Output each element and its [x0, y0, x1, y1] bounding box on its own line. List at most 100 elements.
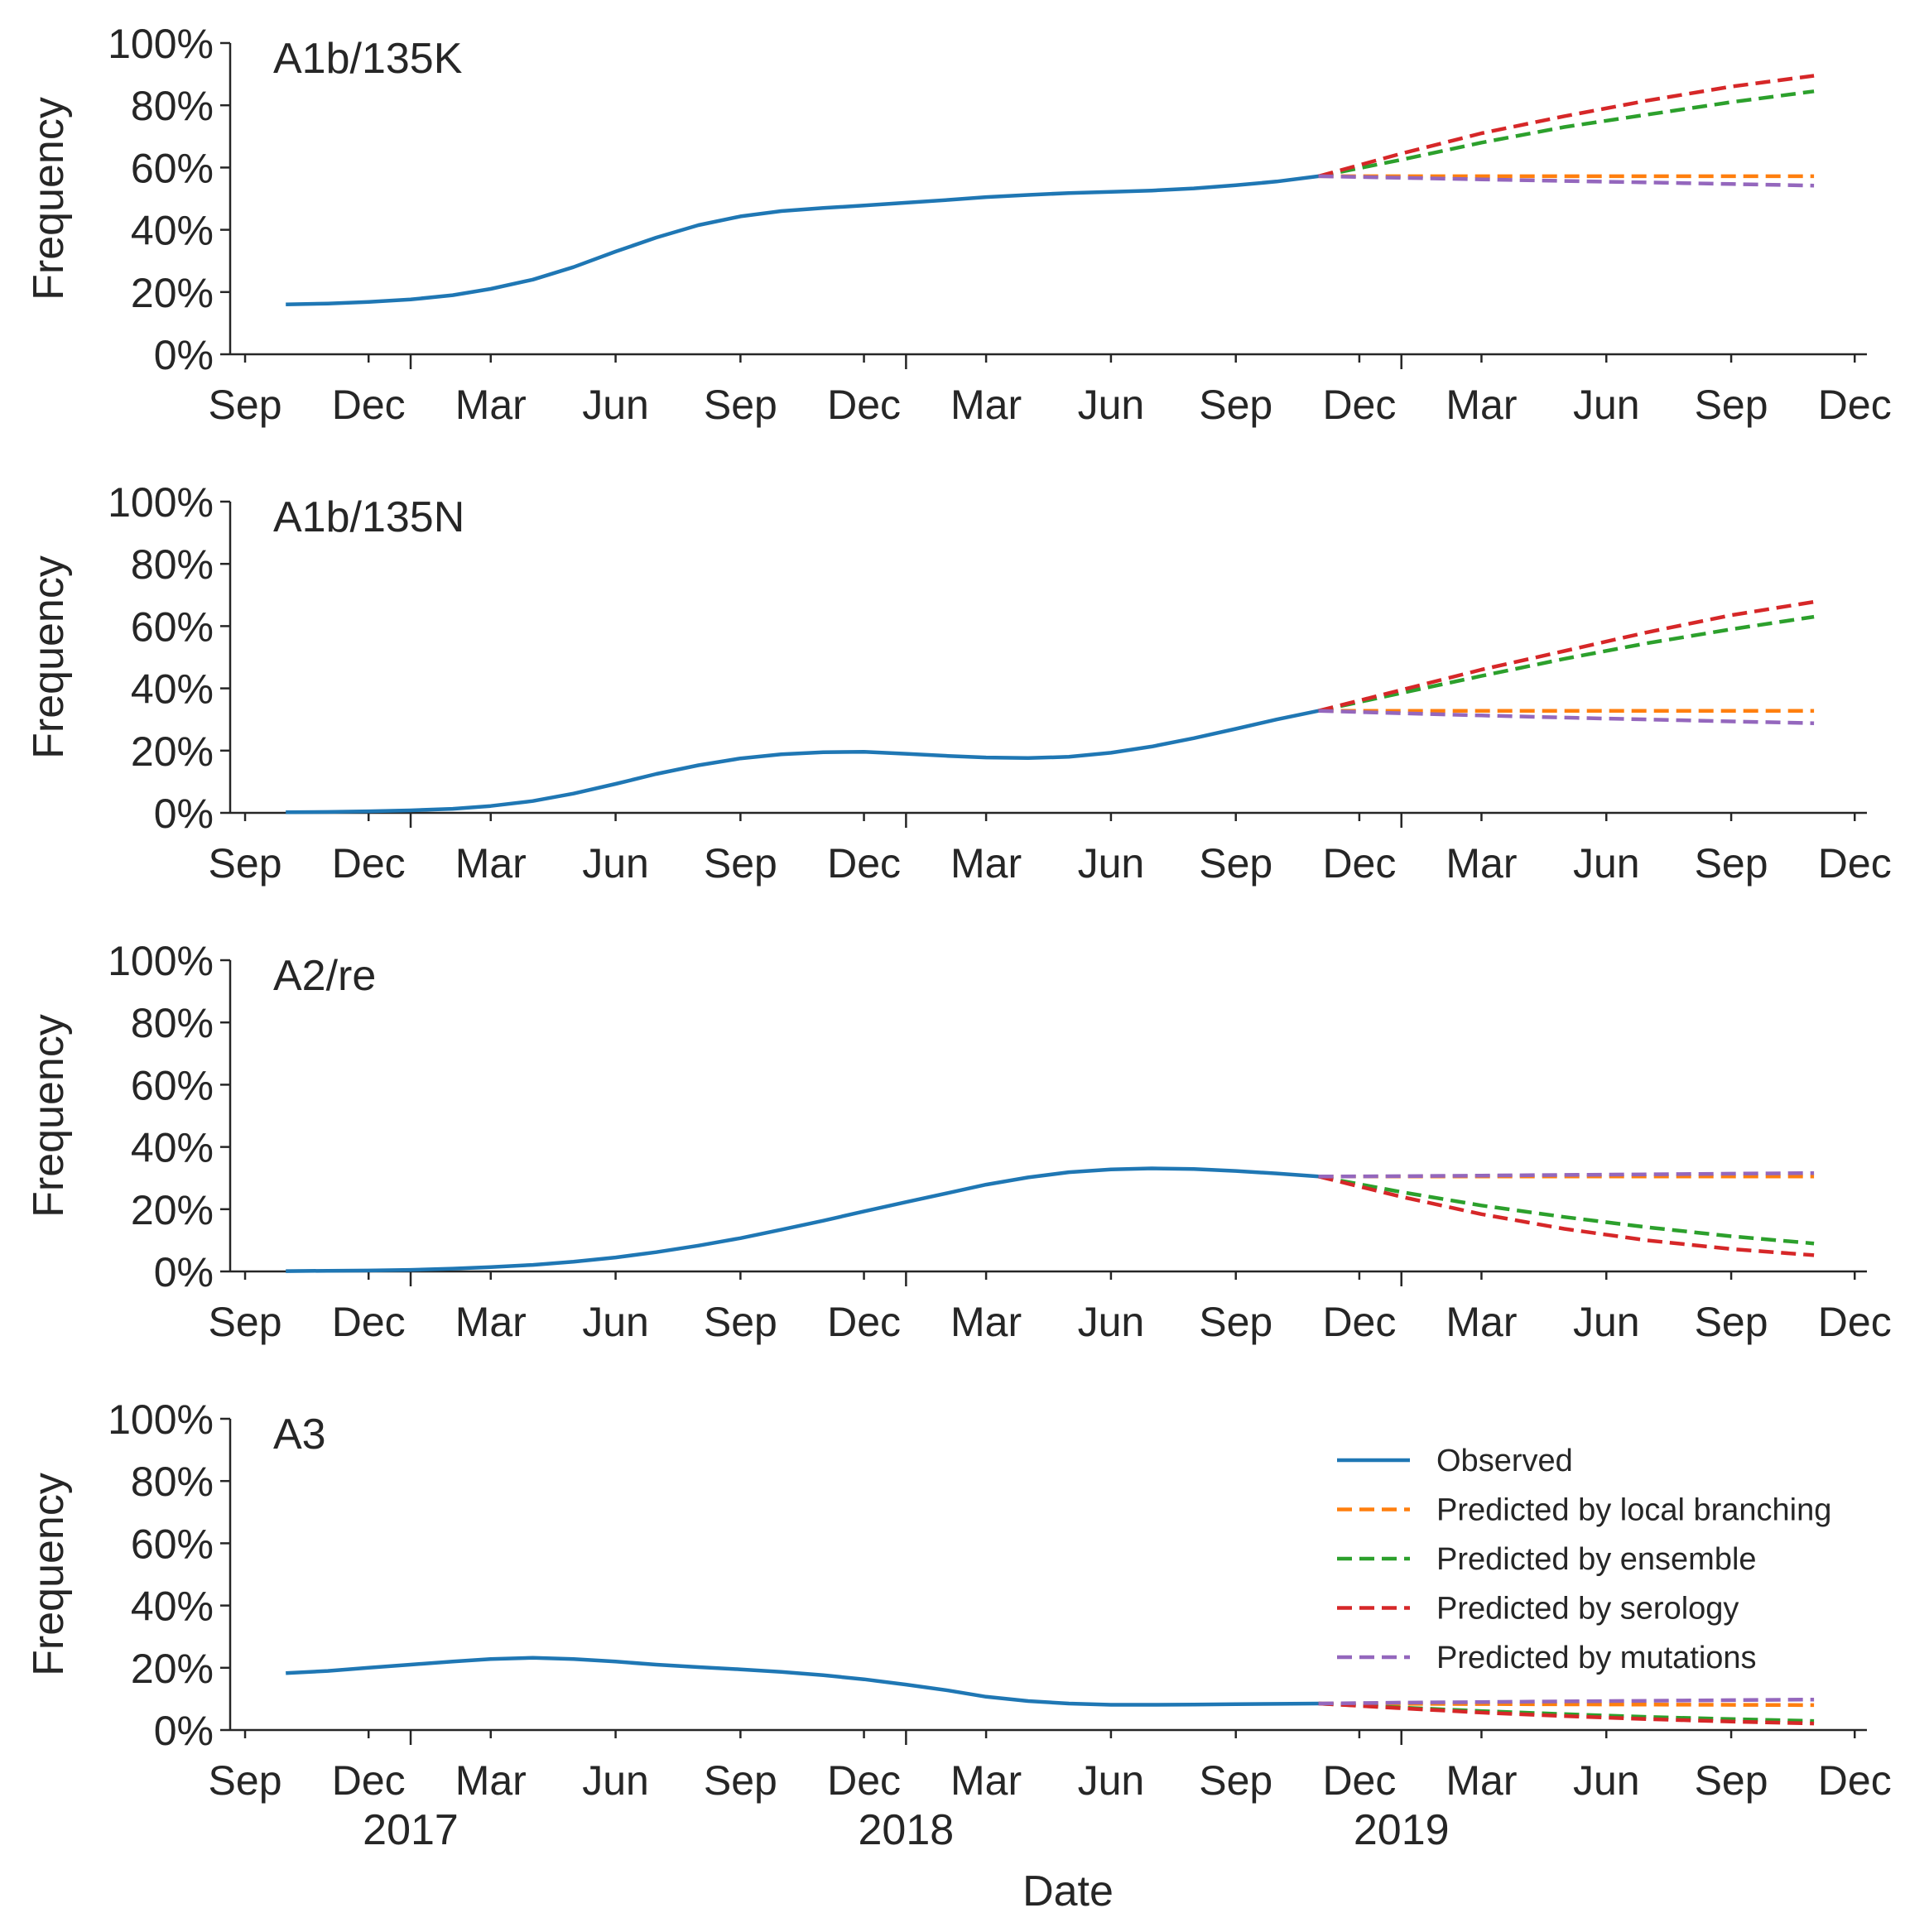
series-line-serology — [1318, 1701, 1815, 1726]
x-tick-label: Dec — [1322, 382, 1396, 428]
y-tick-label: 60% — [131, 1062, 214, 1108]
y-axis-label: Frequency — [25, 1473, 73, 1676]
legend-label: Predicted by serology — [1436, 1592, 1739, 1627]
panel-title: A1b/135K — [273, 35, 463, 83]
series-line-serology — [1318, 1175, 1815, 1257]
x-tick-label: Jun — [1078, 1299, 1145, 1345]
x-tick-label: Dec — [827, 1757, 901, 1804]
series-line-mutations — [1318, 174, 1815, 188]
x-tick-label: Mar — [1446, 1299, 1517, 1345]
x-tick-label: Dec — [827, 840, 901, 887]
x-tick-label: Mar — [455, 1757, 527, 1804]
y-tick-label: 0% — [154, 791, 214, 837]
x-tick-label: Mar — [950, 1299, 1022, 1345]
x-tick-label: Jun — [582, 1757, 649, 1804]
series-line-observed — [286, 1166, 1319, 1273]
y-axis-label: Frequency — [25, 1014, 73, 1218]
panels: 0% 20% 40% 60% 80% 100% Sep Dec Mar Jun Sep Dec Mar J… — [25, 21, 1892, 1854]
legend-label: Predicted by mutations — [1436, 1641, 1757, 1675]
x-tick-label: Sep — [1695, 1757, 1768, 1804]
legend: Observed Predicted by local branching Pred… — [1337, 1444, 1831, 1675]
y-tick-label: 20% — [131, 1646, 214, 1692]
y-tick-label: 20% — [131, 728, 214, 775]
panel-2: 0% 20% 40% 60% 80% 100% Sep Dec Mar Jun Sep Dec Mar J… — [25, 479, 1892, 887]
x-tick-label: Dec — [1322, 1299, 1396, 1345]
y-tick-label: 60% — [131, 145, 214, 191]
x-tick-label: Dec — [1322, 840, 1396, 887]
legend-label: Predicted by ensemble — [1436, 1542, 1757, 1577]
y-axis-label: Frequency — [25, 97, 73, 300]
series-line-local-branching — [1318, 1701, 1815, 1708]
x-tick-label: Sep — [704, 1299, 777, 1345]
series-line-serology — [1318, 599, 1815, 713]
series-line-mutations — [1318, 1170, 1815, 1179]
year-label: 2018 — [859, 1806, 955, 1854]
series-line-ensemble — [1318, 1701, 1815, 1723]
x-tick-label: Dec — [1818, 1299, 1892, 1345]
x-tick-label: Dec — [332, 382, 406, 428]
panel-3: 0% 20% 40% 60% 80% 100% Sep Dec Mar Jun Sep Dec Mar J… — [25, 938, 1892, 1345]
x-tick-label: Jun — [582, 382, 649, 428]
panel-title: A1b/135N — [273, 493, 464, 541]
x-tick-label: Jun — [582, 840, 649, 887]
x-tick-label: Mar — [1446, 1757, 1517, 1804]
series-line-mutations — [1318, 1697, 1815, 1706]
y-tick-label: 40% — [131, 1584, 214, 1630]
x-tick-label: Jun — [582, 1299, 649, 1345]
y-tick-label: 40% — [131, 1125, 214, 1171]
x-tick-label: Sep — [1199, 840, 1272, 887]
x-tick-label: Sep — [1199, 382, 1272, 428]
y-tick-label: 80% — [131, 1000, 214, 1046]
x-tick-label: Sep — [209, 840, 282, 887]
x-tick-label: Sep — [1199, 1757, 1272, 1804]
y-tick-label: 40% — [131, 208, 214, 254]
y-tick-label: 20% — [131, 270, 214, 316]
x-tick-label: Sep — [1695, 1299, 1768, 1345]
y-tick-label: 20% — [131, 1187, 214, 1233]
series-line-ensemble — [1318, 89, 1815, 179]
year-label: 2017 — [363, 1806, 459, 1854]
series-line-observed — [286, 709, 1320, 815]
x-tick-label: Sep — [209, 1299, 282, 1345]
y-tick-label: 100% — [108, 1396, 214, 1443]
y-tick-label: 0% — [154, 1249, 214, 1295]
x-tick-label: Dec — [332, 1757, 406, 1804]
y-tick-label: 40% — [131, 666, 214, 713]
series-line-mutations — [1318, 709, 1815, 725]
y-tick-label: 100% — [108, 938, 214, 984]
x-tick-label: Mar — [1446, 840, 1517, 887]
x-tick-label: Dec — [332, 840, 406, 887]
x-tick-label: Mar — [950, 1757, 1022, 1804]
x-tick-label: Mar — [1446, 382, 1517, 428]
series-line-observed — [286, 1656, 1319, 1707]
y-tick-label: 100% — [108, 479, 214, 526]
x-tick-label: Dec — [1818, 382, 1892, 428]
x-tick-label: Mar — [455, 382, 527, 428]
x-tick-label: Sep — [704, 382, 777, 428]
series-line-ensemble — [1318, 1175, 1815, 1246]
y-tick-label: 100% — [108, 21, 214, 67]
y-tick-label: 0% — [154, 1708, 214, 1754]
x-tick-label: Mar — [950, 840, 1022, 887]
y-tick-label: 0% — [154, 332, 214, 378]
x-tick-label: Jun — [1078, 840, 1145, 887]
x-tick-label: Jun — [1573, 840, 1640, 887]
x-tick-label: Mar — [950, 382, 1022, 428]
panel-title: A3 — [273, 1411, 326, 1459]
y-tick-label: 80% — [131, 541, 214, 588]
panel-4: 0% 20% 40% 60% 80% 100% Sep Dec Mar Jun Sep Dec Mar J… — [25, 1396, 1892, 1854]
x-tick-label: Mar — [455, 840, 527, 887]
panel-1: 0% 20% 40% 60% 80% 100% Sep Dec Mar Jun Sep Dec Mar J… — [25, 21, 1892, 428]
series-line-observed — [286, 174, 1319, 307]
legend-label: Predicted by local branching — [1436, 1493, 1831, 1528]
x-tick-label: Dec — [332, 1299, 406, 1345]
x-tick-label: Dec — [1322, 1757, 1396, 1804]
series-line-serology — [1318, 74, 1815, 179]
x-tick-label: Dec — [827, 382, 901, 428]
x-tick-label: Mar — [455, 1299, 527, 1345]
x-tick-label: Sep — [1695, 840, 1768, 887]
x-axis-label: Date — [1022, 1867, 1114, 1915]
x-tick-label: Sep — [209, 382, 282, 428]
x-tick-label: Dec — [1818, 840, 1892, 887]
